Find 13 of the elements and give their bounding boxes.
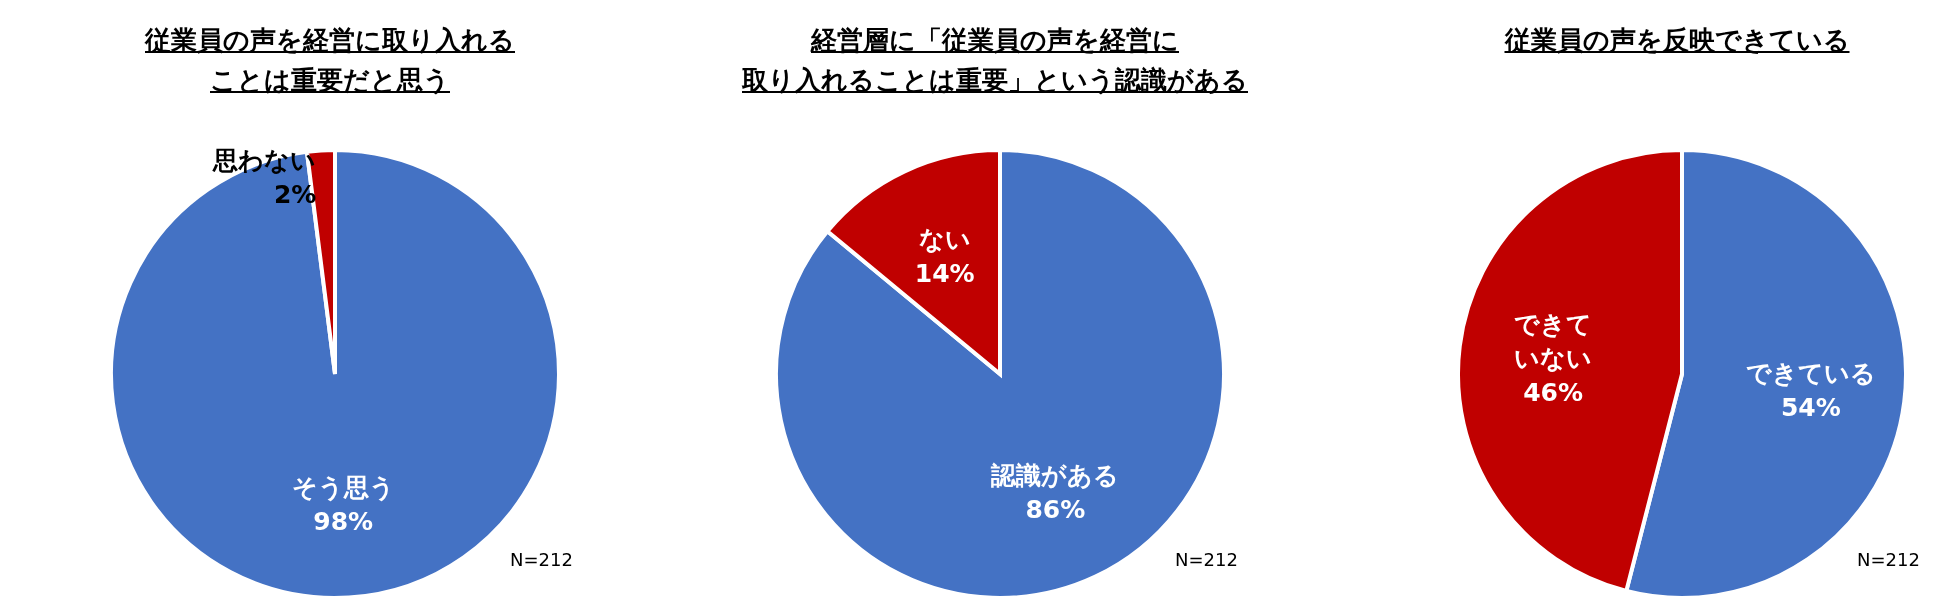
text: N=212 xyxy=(1857,549,1920,570)
data-label: 54% xyxy=(1780,392,1841,422)
text: N=212 xyxy=(510,549,573,570)
slice-label: できていない xyxy=(1514,309,1593,373)
data-label: 98% xyxy=(313,506,374,536)
data-label: 14% xyxy=(914,258,975,288)
slice-label: 認識がある xyxy=(990,460,1120,490)
data-label: 46% xyxy=(1523,377,1584,407)
slice-label: ない xyxy=(918,224,971,254)
text: N=212 xyxy=(1175,549,1238,570)
data-label: 86% xyxy=(1025,494,1086,524)
slice-label: できている xyxy=(1745,358,1876,388)
slice-label: そう思う xyxy=(291,472,395,502)
